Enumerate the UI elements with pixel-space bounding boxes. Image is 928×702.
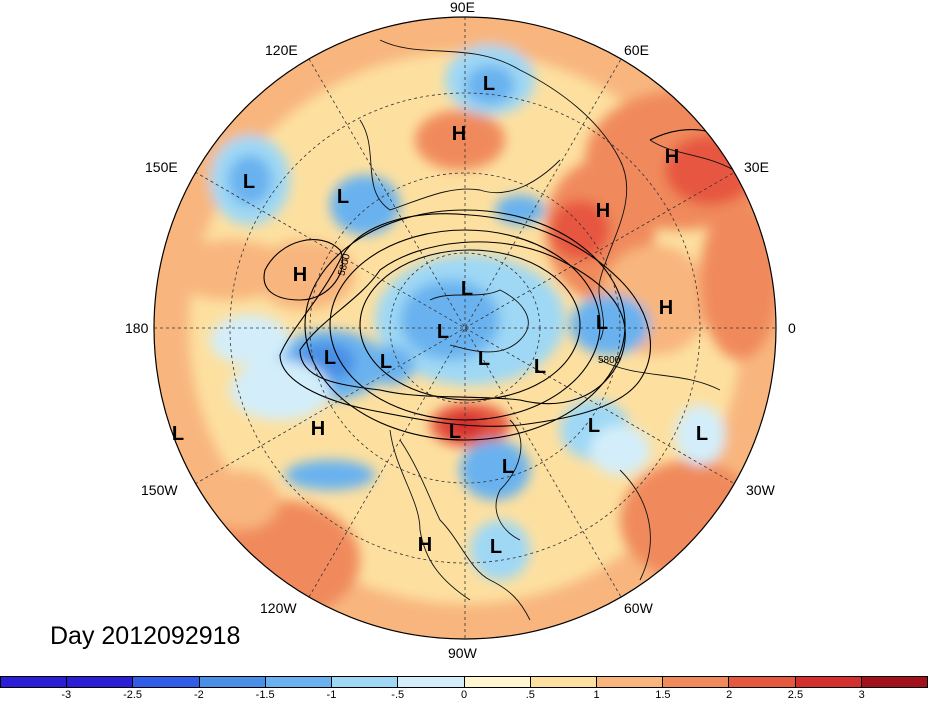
pressure-center-label: H <box>595 200 611 222</box>
pressure-center-label: L <box>587 415 601 437</box>
pressure-center-label: L <box>533 356 547 378</box>
colorbar-swatch <box>729 676 796 688</box>
colorbar-swatch <box>530 676 597 688</box>
pressure-center-label: L <box>436 321 450 343</box>
colorbar <box>0 676 928 688</box>
pressure-center-label: L <box>482 73 496 95</box>
colorbar-tick-label: -.5 <box>391 689 405 701</box>
pressure-center-label: L <box>501 456 515 478</box>
colorbar-swatch <box>0 676 68 688</box>
pressure-center-label: H <box>658 297 674 319</box>
longitude-label-60e: 60E <box>624 42 649 58</box>
colorbar-swatch <box>398 676 465 688</box>
colorbar-swatch <box>332 676 399 688</box>
pressure-center-label: L <box>242 171 256 193</box>
colorbar-tick-label: 3 <box>858 689 865 701</box>
colorbar-tick-label: 2 <box>726 689 733 701</box>
colorbar-tick-label: .5 <box>525 689 535 701</box>
longitude-label-180: 180 <box>125 320 149 336</box>
longitude-label-120e: 120E <box>265 42 298 58</box>
colorbar-tick-label: 1 <box>593 689 600 701</box>
colorbar-tick-label: 0 <box>460 689 468 701</box>
colorbar-tick-label: 2.5 <box>787 689 804 701</box>
pressure-center-label: L <box>379 351 393 373</box>
longitude-label-0: 0 <box>788 320 796 336</box>
colorbar-tick-label: -2 <box>193 689 204 701</box>
pressure-center-label: L <box>695 423 709 445</box>
contour-label: 5800 <box>598 355 621 366</box>
longitude-label-150w: 150W <box>141 482 178 498</box>
pressure-center-label: H <box>310 418 326 440</box>
colorbar-swatch <box>133 676 200 688</box>
longitude-label-30e: 30E <box>744 159 769 175</box>
colorbar-swatch <box>199 676 266 688</box>
colorbar-swatch <box>663 676 730 688</box>
colorbar-swatch <box>67 676 134 688</box>
pressure-center-label: H <box>664 146 680 168</box>
colorbar-swatch <box>265 676 333 688</box>
colorbar-tick-label: -1.5 <box>255 689 275 701</box>
pressure-center-label: H <box>417 534 433 556</box>
colorbar-tick-label: -1 <box>326 689 337 701</box>
longitude-label-90w: 90W <box>448 645 477 661</box>
pressure-center-label: L <box>460 278 474 300</box>
longitude-label-150e: 150E <box>145 159 178 175</box>
pressure-center-label: L <box>323 347 337 369</box>
colorbar-swatch <box>861 676 928 688</box>
longitude-label-60w: 60W <box>624 600 653 616</box>
colorbar-tick-label: -2.5 <box>123 689 143 701</box>
pressure-center-label: H <box>451 123 467 145</box>
colorbar-swatch <box>464 676 531 688</box>
pressure-center-label: L <box>595 312 609 334</box>
pressure-center-label: L <box>477 348 491 370</box>
longitude-label-30w: 30W <box>746 482 775 498</box>
pressure-center-label: L <box>336 186 350 208</box>
colorbar-tick-label: 1.5 <box>655 689 671 701</box>
pressure-center-label: L <box>448 421 462 443</box>
pressure-center-label: L <box>171 423 185 445</box>
longitude-label-120w: 120W <box>260 600 297 616</box>
pressure-center-label: H <box>292 264 308 286</box>
colorbar-tick-label: -3 <box>61 689 72 701</box>
colorbar-swatch <box>795 676 862 688</box>
pressure-center-label: L <box>489 536 503 558</box>
date-label: Day 2012092918 <box>50 622 241 650</box>
longitude-label-90e: 90E <box>450 0 475 15</box>
colorbar-swatch <box>596 676 664 688</box>
